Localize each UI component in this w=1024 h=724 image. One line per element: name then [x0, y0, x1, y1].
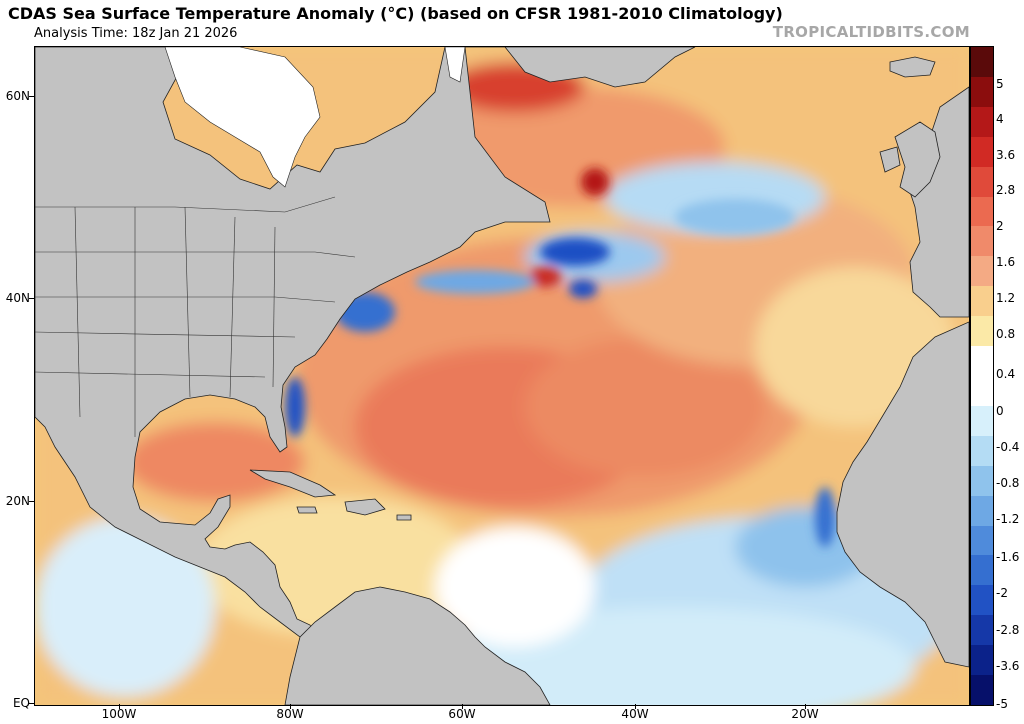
colorbar-label: 0.4: [996, 367, 1016, 381]
lat-label-eq: EQ: [12, 696, 30, 710]
colorbar-swatch: [971, 76, 993, 108]
map-title: CDAS Sea Surface Temperature Anomaly (°C…: [8, 4, 783, 23]
lon-label-100w: 100W: [101, 707, 137, 721]
colorbar-swatch: [971, 675, 993, 705]
colorbar-swatch: [971, 136, 993, 168]
land-masses: [35, 47, 969, 705]
colorbar-swatch: [971, 645, 993, 677]
colorbar-label: 5: [996, 77, 1004, 91]
lon-tick-100w: [119, 704, 120, 709]
colorbar-label: 4: [996, 112, 1004, 126]
colorbar-swatch: [971, 435, 993, 467]
colorbar-label: -1.2: [996, 512, 1020, 526]
colorbar-label: -0.8: [996, 476, 1020, 490]
colorbar-label: -5: [996, 697, 1008, 711]
lon-tick-60w: [462, 704, 463, 709]
colorbar-swatch: [971, 555, 993, 587]
lat-tick-60n: [29, 96, 34, 97]
colorbar-label: -1.6: [996, 550, 1020, 564]
colorbar-swatch: [971, 106, 993, 138]
colorbar-label: 1.2: [996, 291, 1016, 305]
lon-tick-40w: [635, 704, 636, 709]
lon-label-40w: 40W: [621, 707, 649, 721]
lon-tick-80w: [290, 704, 291, 709]
lat-tick-eq: [29, 703, 34, 704]
lat-label-60n: 60N: [5, 89, 30, 103]
lon-tick-20w: [805, 704, 806, 709]
brand-watermark[interactable]: TROPICALTIDBITS.COM: [772, 23, 970, 41]
sst-anomaly-map: [34, 46, 970, 706]
colorbar-swatch: [971, 346, 993, 378]
colorbar-swatch: [971, 286, 993, 318]
colorbar-swatch: [971, 376, 993, 407]
colorbar-swatch: [971, 495, 993, 527]
colorbar-swatch: [971, 615, 993, 647]
colorbar-swatch: [971, 585, 993, 617]
lat-tick-40n: [29, 298, 34, 299]
lat-label-40n: 40N: [5, 291, 30, 305]
anomaly-cores: [285, 168, 835, 547]
colorbar-label: 0: [996, 404, 1004, 418]
colorbar-label: 2: [996, 219, 1004, 233]
colorbar-label: -3.6: [996, 659, 1020, 673]
colorbar-swatch: [971, 226, 993, 258]
colorbar-swatch: [971, 405, 993, 437]
lat-tick-20n: [29, 501, 34, 502]
colorbar-label: 2.8: [996, 183, 1016, 197]
colorbar-label: -2.8: [996, 623, 1020, 637]
colorbar: [970, 46, 994, 706]
lon-label-80w: 80W: [276, 707, 304, 721]
colorbar-label: 0.8: [996, 327, 1016, 341]
colorbar-swatch: [971, 196, 993, 228]
colorbar-label: -0.4: [996, 440, 1020, 454]
colorbar-label: 3.6: [996, 148, 1016, 162]
colorbar-swatch: [971, 256, 993, 288]
colorbar-label: 1.6: [996, 255, 1016, 269]
colorbar-swatch: [971, 316, 993, 348]
lat-label-20n: 20N: [5, 494, 30, 508]
colorbar-swatch: [971, 525, 993, 557]
colorbar-label: -2: [996, 586, 1008, 600]
colorbar-swatch: [971, 465, 993, 497]
colorbar-swatch: [971, 47, 993, 78]
lon-label-60w: 60W: [448, 707, 476, 721]
ice-cover: [164, 47, 466, 188]
map-canvas: [35, 47, 969, 705]
analysis-time: Analysis Time: 18z Jan 21 2026: [34, 26, 238, 41]
state-boundaries: [35, 196, 356, 437]
colorbar-swatch: [971, 166, 993, 198]
lon-label-20w: 20W: [791, 707, 819, 721]
